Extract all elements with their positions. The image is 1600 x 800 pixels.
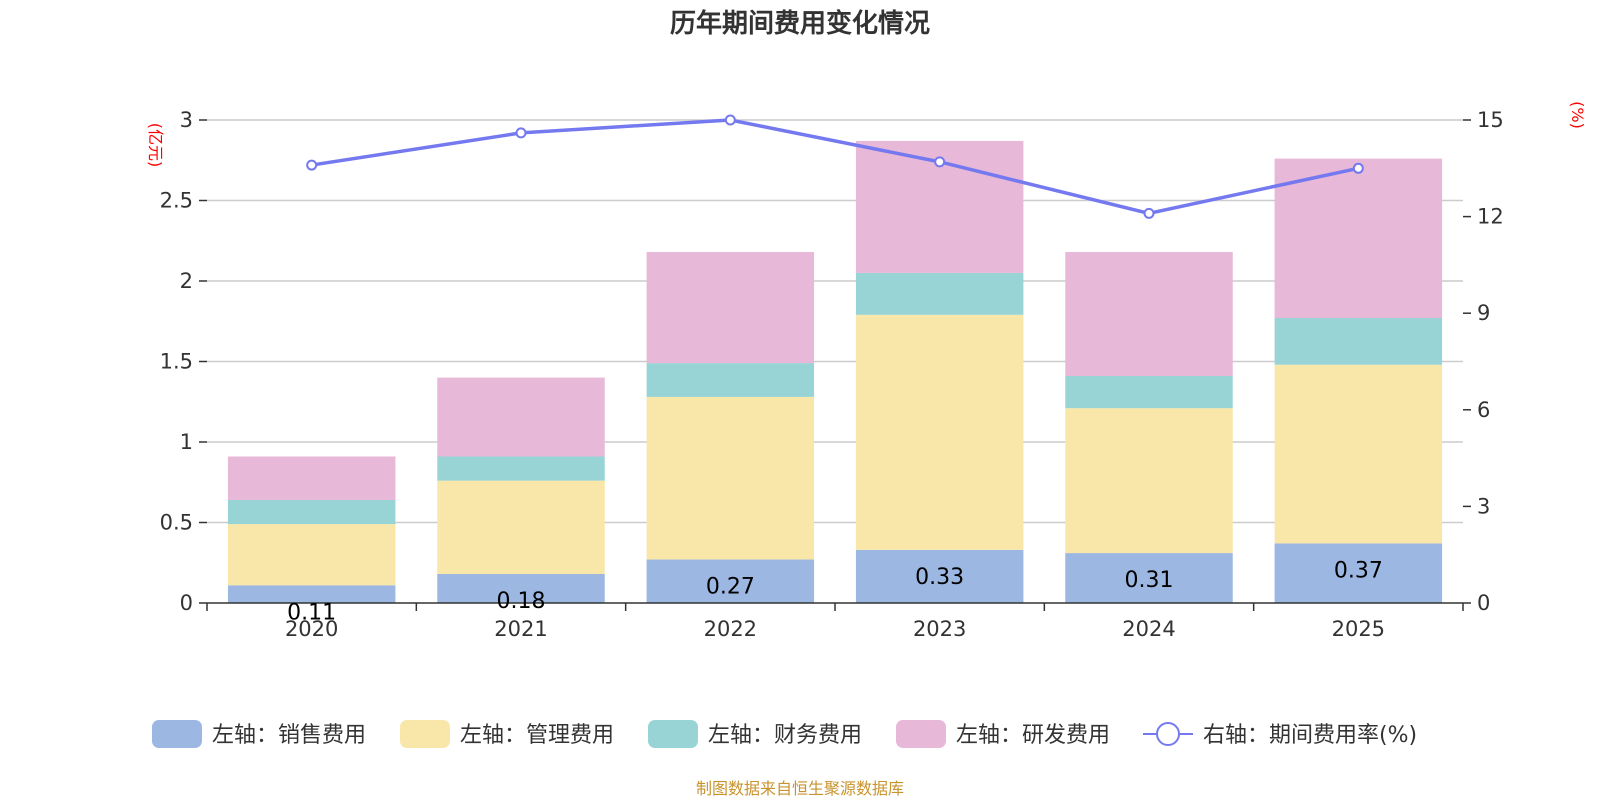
bar-segment: [1065, 553, 1233, 603]
bars: [227, 140, 1443, 603]
bar-segment: [1065, 408, 1233, 554]
right-axis-tick-label: 0: [1477, 591, 1490, 615]
left-axis-tick-label: 0: [180, 591, 193, 615]
left-axis-tick-label: 1.5: [160, 350, 193, 374]
bar-segment: [437, 377, 605, 457]
bar-segment: [437, 456, 605, 481]
bar-segment: [646, 363, 815, 397]
bar-segment: [1274, 158, 1443, 319]
legend-swatch[interactable]: [648, 720, 698, 748]
left-axis-tick-label: 3: [180, 108, 193, 132]
bar-data-label: 0.18: [497, 589, 546, 614]
line-point: [1352, 162, 1364, 174]
x-axis-tick-label: 2025: [1332, 617, 1385, 641]
source-note: 制图数据来自恒生聚源数据库: [696, 779, 904, 798]
x-axis-tick-label: 2021: [494, 617, 547, 641]
left-axis-unit: (亿元): [146, 123, 165, 168]
axes: 0 0.5 1 1.5 2 2.5 3 0 3 6 9 12 15 2020 2021 2022 2023 202…: [160, 108, 1504, 641]
bar-data-label: 0.11: [287, 600, 336, 625]
bar-segment: [1274, 318, 1443, 365]
line-point: [724, 114, 736, 126]
bar-segment: [855, 314, 1024, 550]
left-axis-tick-label: 0.5: [160, 511, 193, 535]
left-axis-tick-label: 2: [180, 269, 193, 293]
bar-segment: [227, 499, 396, 525]
bar-data-label: 0.27: [706, 575, 755, 600]
bar-data-label: 0.31: [1125, 568, 1174, 593]
line-series: [306, 114, 1364, 219]
line-point: [1143, 207, 1155, 219]
bar-segment: [1065, 375, 1233, 409]
right-axis-tick-label: 15: [1477, 108, 1504, 132]
legend-label[interactable]: 左轴：财务费用: [708, 723, 862, 748]
bar-segment: [646, 559, 815, 603]
right-axis-tick-label: 9: [1477, 301, 1490, 325]
bar-data-label: 0.37: [1334, 558, 1383, 583]
x-axis-tick-label: 2022: [704, 617, 757, 641]
right-axis-tick-label: 6: [1477, 398, 1490, 422]
bar-segment: [855, 272, 1024, 315]
bar-segment: [646, 252, 815, 364]
right-axis-tick-label: 3: [1477, 494, 1490, 518]
legend[interactable]: 左轴：销售费用 左轴：管理费用 左轴：财务费用 左轴：研发费用 右轴：期间费用率(%): [152, 720, 1417, 748]
left-axis-tick-label: 1: [180, 430, 193, 454]
bar-segment: [1274, 543, 1443, 603]
line-point: [306, 159, 318, 171]
x-axis-tick-label: 2020: [285, 617, 338, 641]
legend-label[interactable]: 左轴：研发费用: [956, 723, 1110, 748]
legend-swatch[interactable]: [152, 720, 202, 748]
gridlines: [207, 119, 1463, 524]
bar-data-label: 0.33: [915, 565, 964, 590]
bar-segment: [227, 524, 396, 586]
data-labels: 0.11 0.18 0.27 0.33 0.31 0.37: [287, 558, 1383, 625]
x-axis-tick-label: 2023: [913, 617, 966, 641]
line-path: [311, 118, 1359, 216]
left-axis-tick-label: 2.5: [160, 189, 193, 213]
legend-label[interactable]: 左轴：管理费用: [460, 723, 614, 748]
bar-segment: [646, 396, 815, 560]
line-point: [515, 127, 527, 139]
legend-label[interactable]: 左轴：销售费用: [212, 723, 366, 748]
bar-segment: [437, 574, 605, 603]
legend-swatch[interactable]: [400, 720, 450, 748]
bar-segment: [1274, 364, 1443, 544]
bar-segment: [855, 549, 1024, 603]
line-point: [934, 156, 946, 168]
legend-label[interactable]: 右轴：期间费用率(%): [1203, 723, 1417, 748]
legend-marker[interactable]: [1156, 722, 1180, 746]
right-axis-unit: (%): [1568, 101, 1587, 129]
right-axis-tick-label: 12: [1477, 205, 1504, 229]
bar-segment: [227, 456, 396, 500]
bar-segment: [227, 585, 396, 603]
bar-segment: [437, 480, 605, 575]
bar-segment: [1065, 252, 1233, 376]
chart-title: 历年期间费用变化情况: [670, 8, 930, 39]
legend-swatch[interactable]: [896, 720, 946, 748]
x-axis-tick-label: 2024: [1122, 617, 1175, 641]
